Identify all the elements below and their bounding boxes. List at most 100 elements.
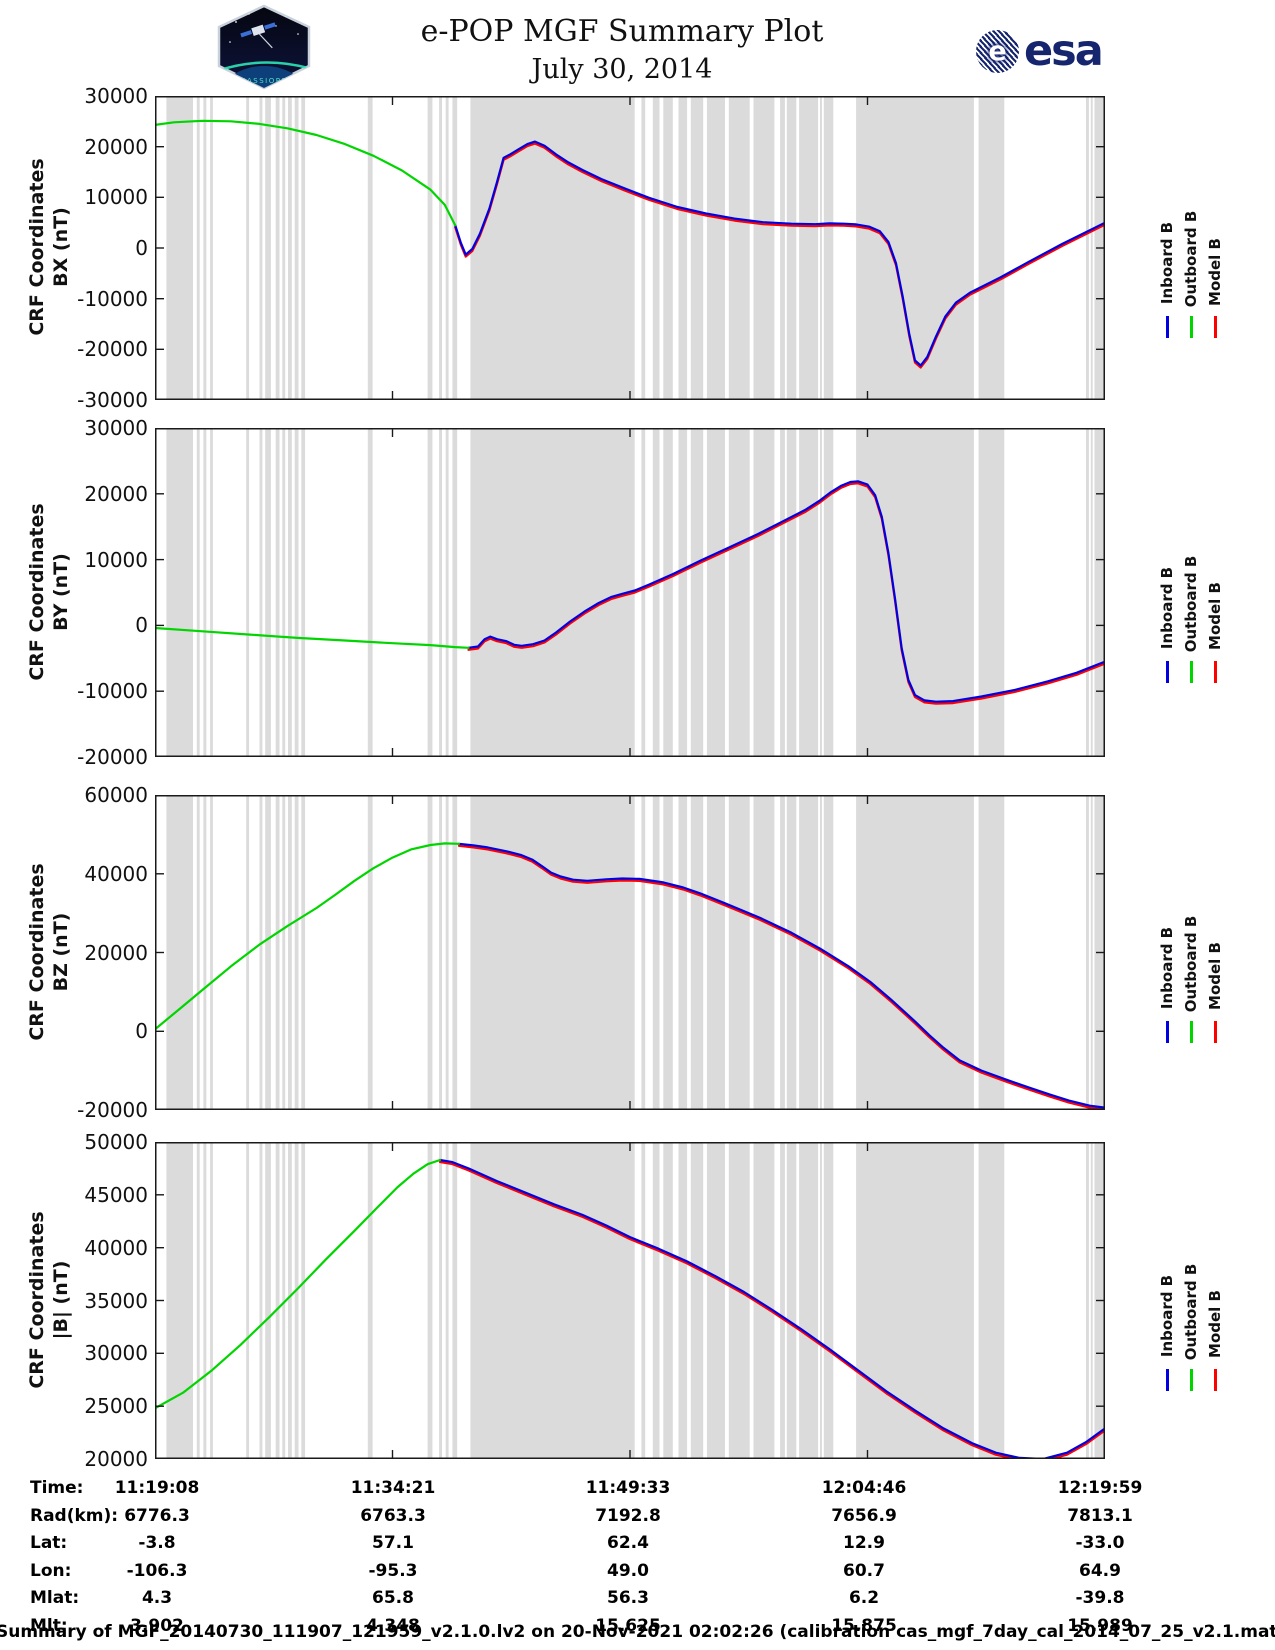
y-tick-label: 20000: [84, 481, 148, 506]
data-gap-band: [301, 429, 306, 756]
y-tick-label: -10000: [77, 286, 148, 311]
axis-title-line1-bz: CRF Coordinates: [26, 862, 48, 1041]
table-cell: 56.3: [607, 1588, 649, 1608]
table-cell: 12:19:59: [1057, 1478, 1143, 1498]
page-title: e-POP MGF Summary Plot: [420, 14, 824, 49]
axis-title-line1-by: CRF Coordinates: [26, 502, 48, 681]
data-gap-band: [820, 1143, 822, 1458]
data-gap-band: [728, 429, 750, 756]
legend-label-outboard-b: Outboard B: [1182, 210, 1200, 308]
table-cell: 4.3: [141, 1588, 173, 1608]
y-tick-label: -20000: [77, 745, 148, 769]
data-gap-band: [452, 97, 458, 399]
table-row-label-mlat: Mlat:: [30, 1588, 80, 1608]
data-gap-band: [288, 97, 292, 399]
y-tick-label: 20000: [84, 1447, 148, 1471]
data-gap-band: [470, 97, 635, 399]
y-tick-label: -10000: [77, 679, 148, 704]
plot-frame: [155, 795, 1105, 1110]
satellite-icon: [240, 22, 276, 49]
legend-swatch-outboard-b: [1189, 660, 1193, 683]
data-gap-band: [439, 97, 442, 399]
data-gap-band: [294, 429, 299, 756]
y-tick-label: -20000: [77, 337, 148, 362]
data-gap-band: [780, 429, 785, 756]
data-gap-band: [690, 97, 704, 399]
plot-frame: [155, 428, 1105, 757]
table-cell: 15.875: [831, 1616, 897, 1636]
data-gap-band: [246, 429, 250, 756]
data-gap-band: [294, 796, 299, 1109]
data-gap-band: [210, 97, 213, 399]
data-gap-band: [196, 429, 200, 756]
data-gap-band: [728, 1143, 750, 1458]
data-gap-band: [1090, 97, 1093, 399]
data-gap-band: [367, 796, 373, 1109]
table-cell: 15.989: [1067, 1616, 1133, 1636]
legend-label-outboard-b: Outboard B: [1182, 555, 1200, 652]
data-gap-band: [203, 429, 207, 756]
table-row-label-radkm: Rad(km):: [30, 1506, 119, 1526]
data-gap-band: [265, 796, 271, 1109]
data-gap-band: [445, 429, 449, 756]
data-gap-band: [652, 429, 660, 756]
data-gap-band: [706, 796, 725, 1109]
y-tick-label: 35000: [84, 1288, 148, 1313]
table-cell: 6776.3: [124, 1506, 190, 1526]
table-cell: 6763.3: [360, 1506, 426, 1526]
data-gap-band: [663, 429, 673, 756]
data-gap-band: [301, 796, 306, 1109]
data-gap-band: [439, 796, 442, 1109]
data-gap-band: [294, 1143, 299, 1458]
data-gap-band: [786, 429, 797, 756]
data-gap-band: [706, 429, 725, 756]
data-gap-band: [706, 97, 725, 399]
table-cell: 7813.1: [1067, 1506, 1133, 1526]
data-gap-band: [663, 97, 673, 399]
data-gap-band: [978, 796, 1005, 1109]
page-subtitle-date: July 30, 2014: [531, 54, 713, 85]
data-gap-band: [275, 429, 280, 756]
model-b-curve: [457, 844, 1105, 1110]
table-row-label-lat: Lat:: [30, 1533, 68, 1553]
data-gap-band: [641, 97, 646, 399]
data-gap-band: [470, 429, 635, 756]
data-gap-band: [301, 97, 306, 399]
data-gap-band: [690, 429, 704, 756]
data-gap-band: [282, 796, 286, 1109]
outboard-b-curve: [155, 1158, 442, 1410]
table-cell: -33.0: [1075, 1533, 1125, 1553]
data-gap-band: [445, 97, 449, 399]
table-cell: 62.4: [607, 1533, 649, 1553]
data-gap-band: [196, 1143, 200, 1458]
table-cell: 7656.9: [831, 1506, 897, 1526]
y-tick-label: 50000: [84, 1130, 148, 1154]
outboard-b-curve: [155, 842, 461, 1031]
data-gap-band: [259, 796, 263, 1109]
data-gap-band: [753, 97, 775, 399]
patch-label: CASSIOPE: [241, 77, 288, 85]
model-b-curve: [467, 482, 1105, 705]
data-gap-band: [786, 97, 797, 399]
data-gap-band: [780, 1143, 785, 1458]
data-gap-band: [690, 796, 704, 1109]
data-gap-band: [301, 1143, 306, 1458]
cassiope-mission-patch-icon: CASSIOPE: [217, 4, 311, 90]
data-gap-band: [294, 97, 299, 399]
data-gap-band: [1086, 1143, 1089, 1458]
legend-swatch-inboard-b: [1165, 1020, 1169, 1043]
data-gap-band: [663, 1143, 673, 1458]
table-cell: 11:49:33: [585, 1478, 671, 1498]
data-gap-band: [166, 97, 193, 399]
legend-swatch-outboard-b: [1189, 1368, 1193, 1391]
y-tick-label: 0: [135, 1019, 148, 1044]
data-gap-band: [799, 429, 819, 756]
table-cell: 57.1: [372, 1533, 414, 1553]
plot-frame: [155, 1142, 1105, 1459]
data-gap-band: [728, 97, 750, 399]
data-gap-band: [856, 1143, 974, 1458]
y-tick-label: -30000: [77, 388, 148, 412]
data-gap-band: [452, 429, 458, 756]
data-gap-band: [288, 796, 292, 1109]
data-gap-band: [1090, 796, 1093, 1109]
